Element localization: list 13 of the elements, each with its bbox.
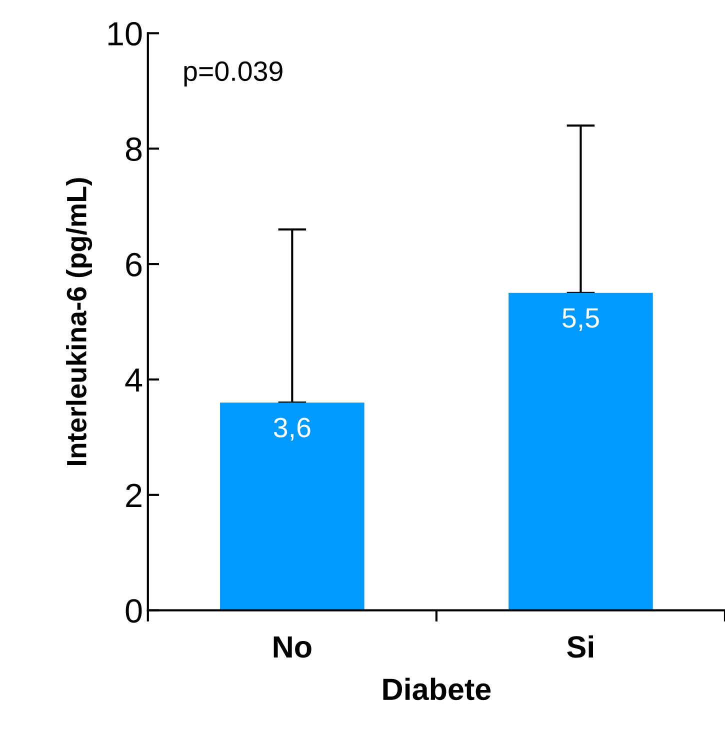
- annotation: p=0.039: [184, 61, 282, 87]
- y-tick-label: 2: [126, 484, 142, 507]
- x-tick-label: Si: [567, 635, 593, 658]
- data-label: 3,6: [274, 418, 310, 441]
- data-label: 5,5: [562, 308, 599, 332]
- x-tick-label: No: [274, 636, 312, 658]
- y-tick-label: 10: [108, 22, 142, 46]
- y-tick-label: 0: [126, 599, 142, 623]
- y-tick-label: 8: [126, 137, 142, 162]
- y-tick-label: 4: [125, 368, 142, 392]
- y-tick-label: 6: [126, 252, 142, 276]
- x-axis-title: Diabete: [383, 678, 491, 700]
- y-axis-title: Interleukina-6 (pg/mL): [66, 178, 92, 465]
